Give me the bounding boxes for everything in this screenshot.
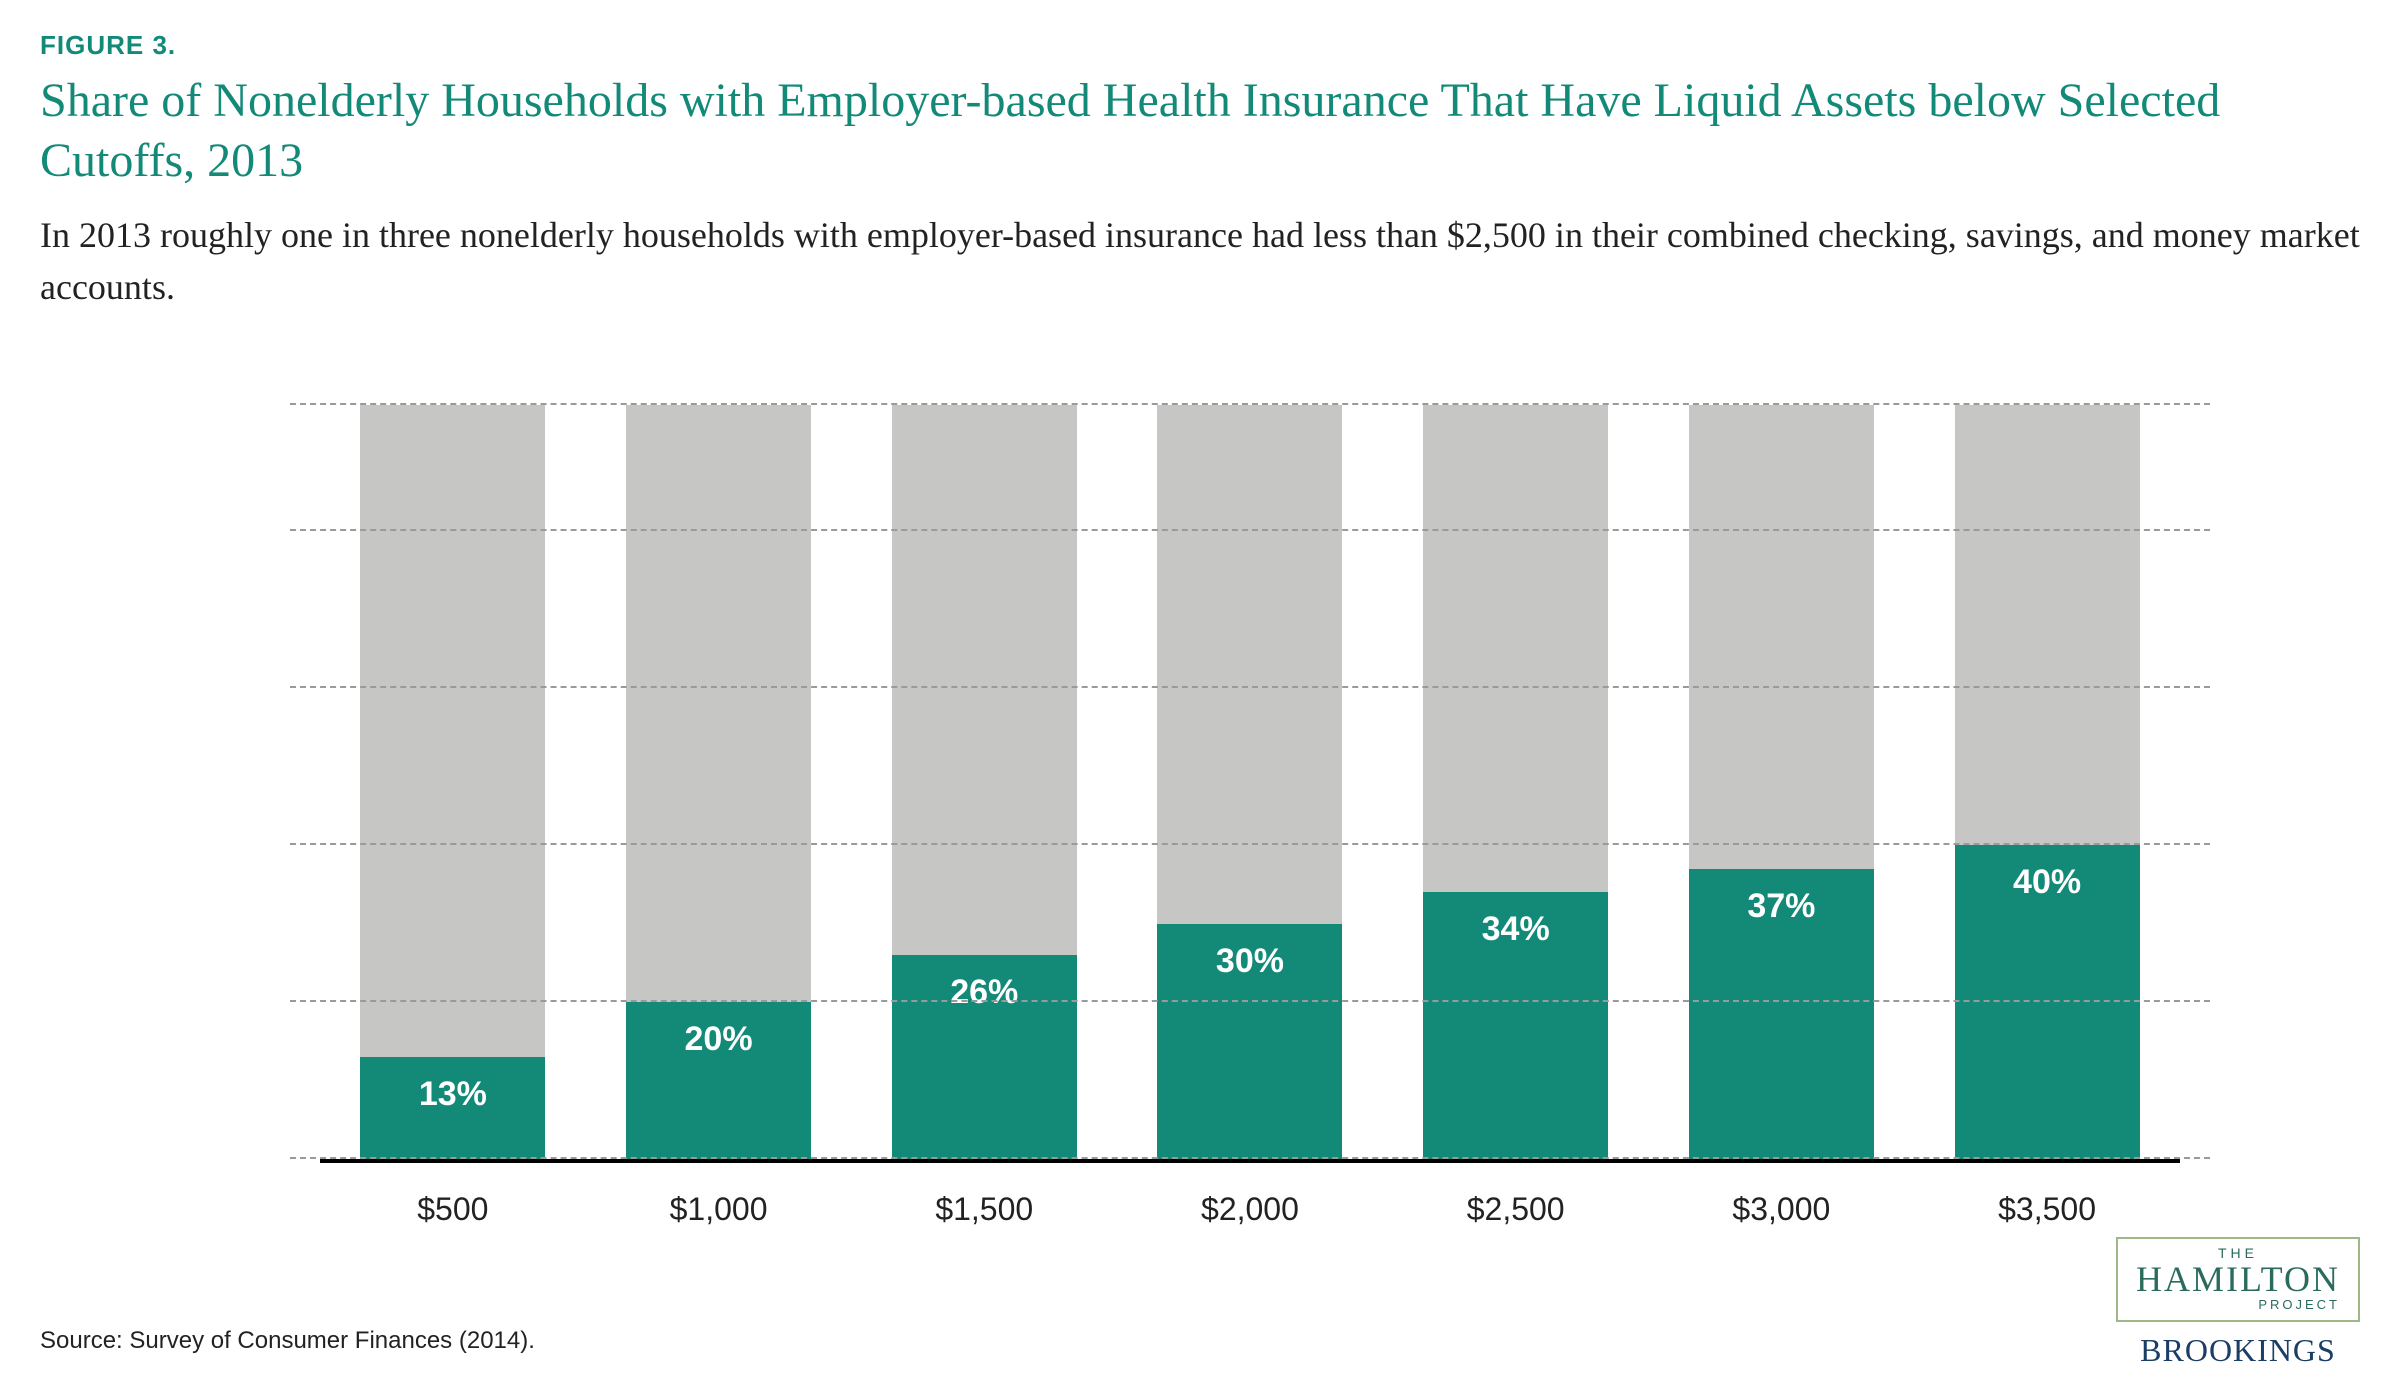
bar-slot: 40% (1955, 373, 2140, 1159)
bar-value-label: 26% (950, 973, 1018, 1012)
x-axis-labels: $500 $1,000 $1,500 $2,000 $2,500 $3,000 $3,500 (320, 1191, 2180, 1228)
x-axis-tick-label: $2,000 (1157, 1191, 1342, 1228)
bar-slot: 13% (360, 373, 545, 1159)
grid-line (290, 529, 2210, 531)
bar-slot: 30% (1157, 373, 1342, 1159)
brookings-logo: BROOKINGS (2116, 1332, 2360, 1369)
bar-slot: 20% (626, 373, 811, 1159)
x-axis-tick-label: $3,000 (1689, 1191, 1874, 1228)
bars-container: 13% 20% 26% 30% 34% 37% 40% (320, 373, 2180, 1159)
bar-value-label: 40% (2013, 863, 2081, 902)
x-axis-tick-label: $500 (360, 1191, 545, 1228)
hamilton-project-word: PROJECT (2136, 1297, 2340, 1312)
grid-line (290, 1157, 2210, 1159)
bar-background: 37% (1689, 405, 1874, 1160)
x-axis-tick-label: $2,500 (1423, 1191, 1608, 1228)
bar-background: 13% (360, 405, 545, 1160)
bar-fill: 37% (1689, 869, 1874, 1160)
bar-fill: 30% (1157, 924, 1342, 1160)
bar-background: 34% (1423, 405, 1608, 1160)
bar-fill: 26% (892, 955, 1077, 1159)
grid-line (290, 843, 2210, 845)
x-axis-tick-label: $1,000 (626, 1191, 811, 1228)
bar-background: 30% (1157, 405, 1342, 1160)
chart-title: Share of Nonelderly Households with Empl… (40, 71, 2360, 191)
bar-fill: 20% (626, 1002, 811, 1159)
grid-line (290, 403, 2210, 405)
bar-value-label: 34% (1482, 910, 1550, 949)
bar-value-label: 13% (419, 1075, 487, 1114)
chart-area: 13%20%26%30%34%37%40% $500$1,000$1,500$2… (320, 373, 2180, 1163)
bar-slot: 34% (1423, 373, 1608, 1159)
bar-value-label: 20% (685, 1020, 753, 1059)
bar-slot: 37% (1689, 373, 1874, 1159)
x-axis-tick-label: $3,500 (1955, 1191, 2140, 1228)
bar-background: 26% (892, 405, 1077, 1160)
plot-region: 13% 20% 26% 30% 34% 37% 40% (320, 373, 2180, 1163)
grid-line (290, 1000, 2210, 1002)
bar-fill: 13% (360, 1057, 545, 1159)
bar-background: 20% (626, 405, 811, 1160)
figure-label: FIGURE 3. (40, 30, 2360, 61)
x-axis-tick-label: $1,500 (892, 1191, 1077, 1228)
logo-block: THE HAMILTON PROJECT BROOKINGS (2116, 1237, 2360, 1369)
grid-line (290, 686, 2210, 688)
bar-slot: 26% (892, 373, 1077, 1159)
hamilton-main: HAMILTON (2136, 1261, 2340, 1297)
bar-value-label: 30% (1216, 942, 1284, 981)
bar-fill: 34% (1423, 892, 1608, 1159)
hamilton-project-logo: THE HAMILTON PROJECT (2116, 1237, 2360, 1322)
bar-background: 40% (1955, 405, 2140, 1160)
source-text: Source: Survey of Consumer Finances (201… (40, 1327, 535, 1355)
chart-subtitle: In 2013 roughly one in three nonelderly … (40, 209, 2360, 313)
bar-value-label: 37% (1747, 887, 1815, 926)
